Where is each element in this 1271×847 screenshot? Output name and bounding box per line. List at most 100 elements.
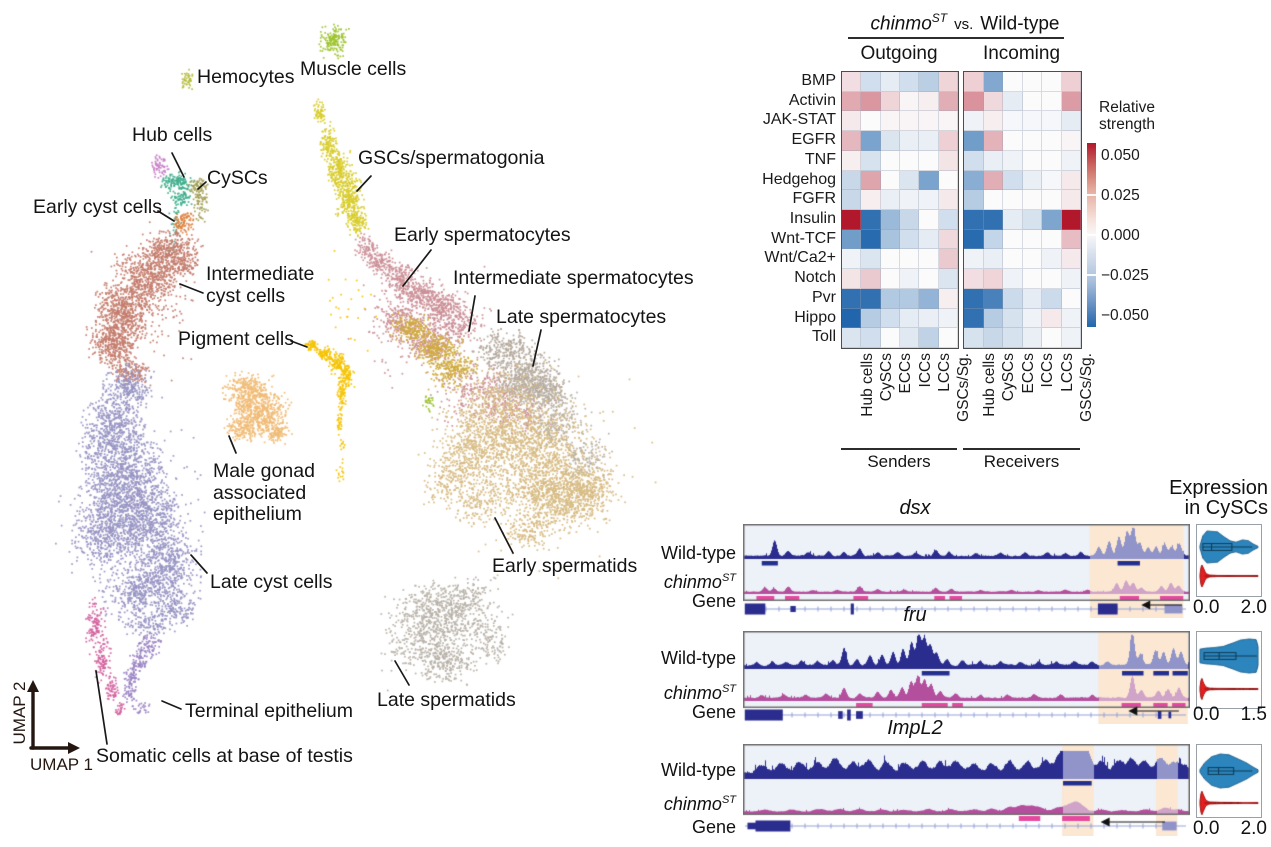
violin-tick-min-impl2: 0.0 <box>1193 818 1220 839</box>
violin-axis-ticks-fru: 0.0 1.5 <box>1193 704 1267 726</box>
heatmap-cell-outgoing-pvr-lccs <box>919 288 939 309</box>
track-label-wildtype: Wild-type <box>660 760 736 780</box>
heatmap-cell-incoming-insulin-iccs <box>1022 209 1042 230</box>
heatmap-cell-incoming-pvr-gscs-sg <box>1061 288 1081 309</box>
heatmap-cell-incoming-tnf-cyscs <box>983 150 1003 171</box>
track-label-gene: Gene <box>691 702 736 722</box>
track-label-chinmo: chinmoST <box>560 791 736 813</box>
heatmap-cell-outgoing-tnf-lccs <box>919 150 939 171</box>
umap-label-line: epithelium <box>213 503 302 525</box>
heatmap-cell-outgoing-jak-stat-lccs <box>919 111 939 132</box>
heatmap-cell-incoming-notch-hub-cells <box>964 269 984 289</box>
heatmap-cell-outgoing-bmp-lccs <box>919 72 939 92</box>
heatmap-cell-outgoing-hippo-lccs <box>919 308 939 329</box>
heatmap-cell-incoming-activin-lccs <box>1042 91 1062 112</box>
heatmap-cell-incoming-bmp-gscs-sg <box>1061 72 1081 92</box>
heatmap-cell-outgoing-pvr-cyscs <box>861 288 881 309</box>
heatmap-cell-outgoing-insulin-lccs <box>919 209 939 230</box>
heatmap-cell-outgoing-wnt-tcf-eccs <box>880 229 900 250</box>
heatmap-cell-outgoing-fgfr-lccs <box>919 190 939 210</box>
violin-tick-min-dsx: 0.0 <box>1193 597 1220 618</box>
violin-tick-max-dsx: 2.0 <box>1240 597 1267 618</box>
heatmap-col-label-incoming-hub-cells: Hub cells <box>980 353 998 417</box>
heatmap-cell-outgoing-hippo-hub-cells <box>842 308 862 329</box>
heatmap-cell-outgoing-fgfr-iccs <box>900 190 920 210</box>
umap-label-hub-cells: Hub cells <box>132 124 212 147</box>
colorbar-tick-0-025: −0.025 <box>1101 267 1149 284</box>
heatmap-cell-outgoing-insulin-gscs-sg <box>938 209 958 230</box>
heatmap-cell-outgoing-toll-lccs <box>919 328 939 348</box>
heatmap-cell-incoming-wnt-tcf-eccs <box>1003 229 1023 250</box>
heatmap-cell-outgoing-hippo-cyscs <box>861 308 881 329</box>
heatmap-cell-outgoing-tnf-hub-cells <box>842 150 862 171</box>
violin-axis-ticks-dsx: 0.0 2.0 <box>1193 597 1267 619</box>
heatmap-cell-outgoing-wnt-ca2-hub-cells <box>842 249 862 270</box>
heatmap-col-label-incoming-eccs: ECCs <box>1019 353 1037 394</box>
heatmap-cell-outgoing-wnt-tcf-gscs-sg <box>938 229 958 250</box>
umap-label-line: Pigment cells <box>178 328 294 350</box>
umap-label-early-spermatids: Early spermatids <box>492 555 637 578</box>
heatmap-cell-outgoing-insulin-iccs <box>900 209 920 230</box>
heatmap-title-genotype-sup: ST <box>931 11 948 25</box>
heatmap-cell-incoming-hippo-eccs <box>1003 308 1023 329</box>
heatmap-cell-outgoing-notch-hub-cells <box>842 269 862 289</box>
heatmap-cell-outgoing-egfr-hub-cells <box>842 131 862 151</box>
heatmap-cell-incoming-toll-gscs-sg <box>1061 328 1081 348</box>
heatmap-cell-outgoing-bmp-iccs <box>900 72 920 92</box>
track-label-gene: Gene <box>691 817 736 837</box>
heatmap-cell-outgoing-activin-lccs <box>919 91 939 112</box>
heatmap-cell-incoming-pvr-lccs <box>1042 288 1062 309</box>
heatmap-row-label-hippo: Hippo <box>794 308 836 326</box>
umap-label-male-gonad-associated-epithelium: Male gonad associated epithelium <box>213 460 315 526</box>
heatmap-row-label-wnt-ca2: Wnt/Ca2+ <box>764 249 836 267</box>
heatmap-cell-outgoing-fgfr-eccs <box>880 190 900 210</box>
umap-label-line: Late cyst cells <box>210 571 333 593</box>
heatmap-col-label-outgoing-eccs: ECCs <box>897 353 915 394</box>
violin-canvas-impl2 <box>1196 744 1262 818</box>
heatmap-cell-incoming-insulin-hub-cells <box>964 209 984 230</box>
heatmap-cell-incoming-wnt-tcf-cyscs <box>983 229 1003 250</box>
heatmap-col-label-outgoing-gscs-sg: GSCs/Sg. <box>955 353 973 422</box>
heatmap-cell-incoming-bmp-cyscs <box>983 72 1003 92</box>
heatmap-cell-outgoing-jak-stat-hub-cells <box>842 111 862 132</box>
heatmap-cell-incoming-wnt-tcf-iccs <box>1022 229 1042 250</box>
heatmap-cell-incoming-hedgehog-hub-cells <box>964 170 984 191</box>
umap-label-line: Male gonad <box>213 460 315 482</box>
heatmap-cell-incoming-insulin-gscs-sg <box>1061 209 1081 230</box>
heatmap-cell-outgoing-hippo-eccs <box>880 308 900 329</box>
heatmap-cell-incoming-bmp-hub-cells <box>964 72 984 92</box>
heatmap-cell-incoming-wnt-tcf-hub-cells <box>964 229 984 250</box>
heatmap-title-vs: vs. <box>954 16 974 34</box>
heatmap-cell-incoming-bmp-eccs <box>1003 72 1023 92</box>
colorbar-title: Relative strength <box>1099 99 1155 133</box>
gene-title-fru: fru <box>903 604 927 626</box>
heatmap-cell-outgoing-activin-iccs <box>900 91 920 112</box>
heatmap-cell-incoming-fgfr-hub-cells <box>964 190 984 210</box>
heatmap-cell-incoming-tnf-gscs-sg <box>1061 150 1081 171</box>
heatmap-cell-incoming-tnf-hub-cells <box>964 150 984 171</box>
colorbar-tickmark <box>1087 274 1096 276</box>
heatmap-cell-outgoing-hedgehog-eccs <box>880 170 900 191</box>
heatmap-cell-incoming-hedgehog-cyscs <box>983 170 1003 191</box>
heatmap-title: chinmoST vs. Wild-type <box>790 11 1140 35</box>
heatmap-cell-outgoing-jak-stat-gscs-sg <box>938 111 958 132</box>
umap-label-line: Hemocytes <box>197 66 295 88</box>
heatmap-cell-incoming-pvr-hub-cells <box>964 288 984 309</box>
tracks-header: Expression in CySCs <box>1136 478 1268 518</box>
violin-canvas-fru <box>1196 631 1262 709</box>
umap-label-gscs-spermatogonia: GSCs/spermatogonia <box>358 147 544 170</box>
umap-label-line: Late spermatids <box>377 689 516 711</box>
heatmap-cell-incoming-hedgehog-iccs <box>1022 170 1042 191</box>
heatmap-row-label-jak-stat: JAK-STAT <box>762 111 836 129</box>
track-label-wildtype: Wild-type <box>660 648 736 668</box>
heatmap-cell-incoming-egfr-iccs <box>1022 131 1042 151</box>
heatmap-cell-outgoing-fgfr-gscs-sg <box>938 190 958 210</box>
umap-label-line: Intermediate <box>206 263 315 285</box>
heatmap-cell-incoming-hedgehog-eccs <box>1003 170 1023 191</box>
heatmap-cell-incoming-hippo-gscs-sg <box>1061 308 1081 329</box>
heatmap-cell-incoming-activin-eccs <box>1003 91 1023 112</box>
heatmap-cell-incoming-insulin-lccs <box>1042 209 1062 230</box>
heatmap-col-label-outgoing-hub-cells: Hub cells <box>858 353 876 417</box>
coverage-track-canvas-dsx <box>743 524 1190 618</box>
